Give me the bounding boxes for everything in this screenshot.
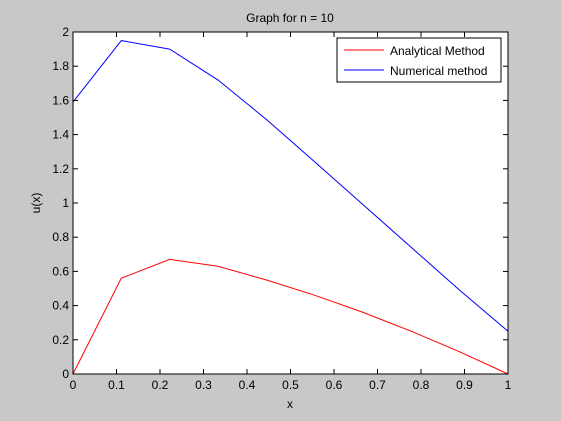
x-tick-label: 0.2 xyxy=(152,378,169,392)
plot-area xyxy=(73,32,508,374)
legend: Analytical Method Numerical method xyxy=(336,37,502,83)
y-tick-label: 1.6 xyxy=(52,93,69,107)
x-axis: 0 0.1 0.2 0.3 0.4 0.5 0.6 0.7 0.8 0.9 1 xyxy=(70,32,512,392)
x-tick-label: 0.7 xyxy=(369,378,386,392)
x-tick-label: 0.9 xyxy=(456,378,473,392)
x-tick-label: 0.8 xyxy=(413,378,430,392)
y-tick-label: 0.4 xyxy=(52,299,69,313)
legend-label-analytical: Analytical Method xyxy=(390,44,485,58)
legend-label-numerical: Numerical method xyxy=(390,64,487,78)
legend-box xyxy=(336,37,502,83)
x-tick-label: 0.1 xyxy=(108,378,125,392)
x-axis-label: x xyxy=(287,397,293,411)
x-tick-label: 0.4 xyxy=(239,378,256,392)
y-tick-label: 0.8 xyxy=(52,230,69,244)
x-tick-label: 0 xyxy=(70,378,77,392)
series-line-analytical xyxy=(72,258,509,375)
y-tick-label: 0.6 xyxy=(52,264,69,278)
chart-title: Graph for n = 10 xyxy=(246,11,334,25)
x-tick-label: 0.5 xyxy=(282,378,299,392)
y-tick-label: 1 xyxy=(62,196,69,210)
y-axis-label: u(x) xyxy=(29,193,43,214)
y-tick-label: 1.2 xyxy=(52,162,69,176)
y-tick-label: 1.4 xyxy=(52,128,69,142)
x-tick-label: 1 xyxy=(505,378,512,392)
series-line-numerical xyxy=(72,40,509,332)
y-tick-label: 2 xyxy=(62,25,69,39)
x-tick-label: 0.6 xyxy=(326,378,343,392)
series-layer xyxy=(72,40,509,375)
y-tick-label: 0 xyxy=(62,367,69,381)
y-tick-label: 0.2 xyxy=(52,333,69,347)
x-tick-label: 0.3 xyxy=(195,378,212,392)
y-tick-label: 1.8 xyxy=(52,59,69,73)
y-axis: 0 0.2 0.4 0.6 0.8 1 1.2 1.4 1.6 1.8 2 xyxy=(52,25,508,381)
